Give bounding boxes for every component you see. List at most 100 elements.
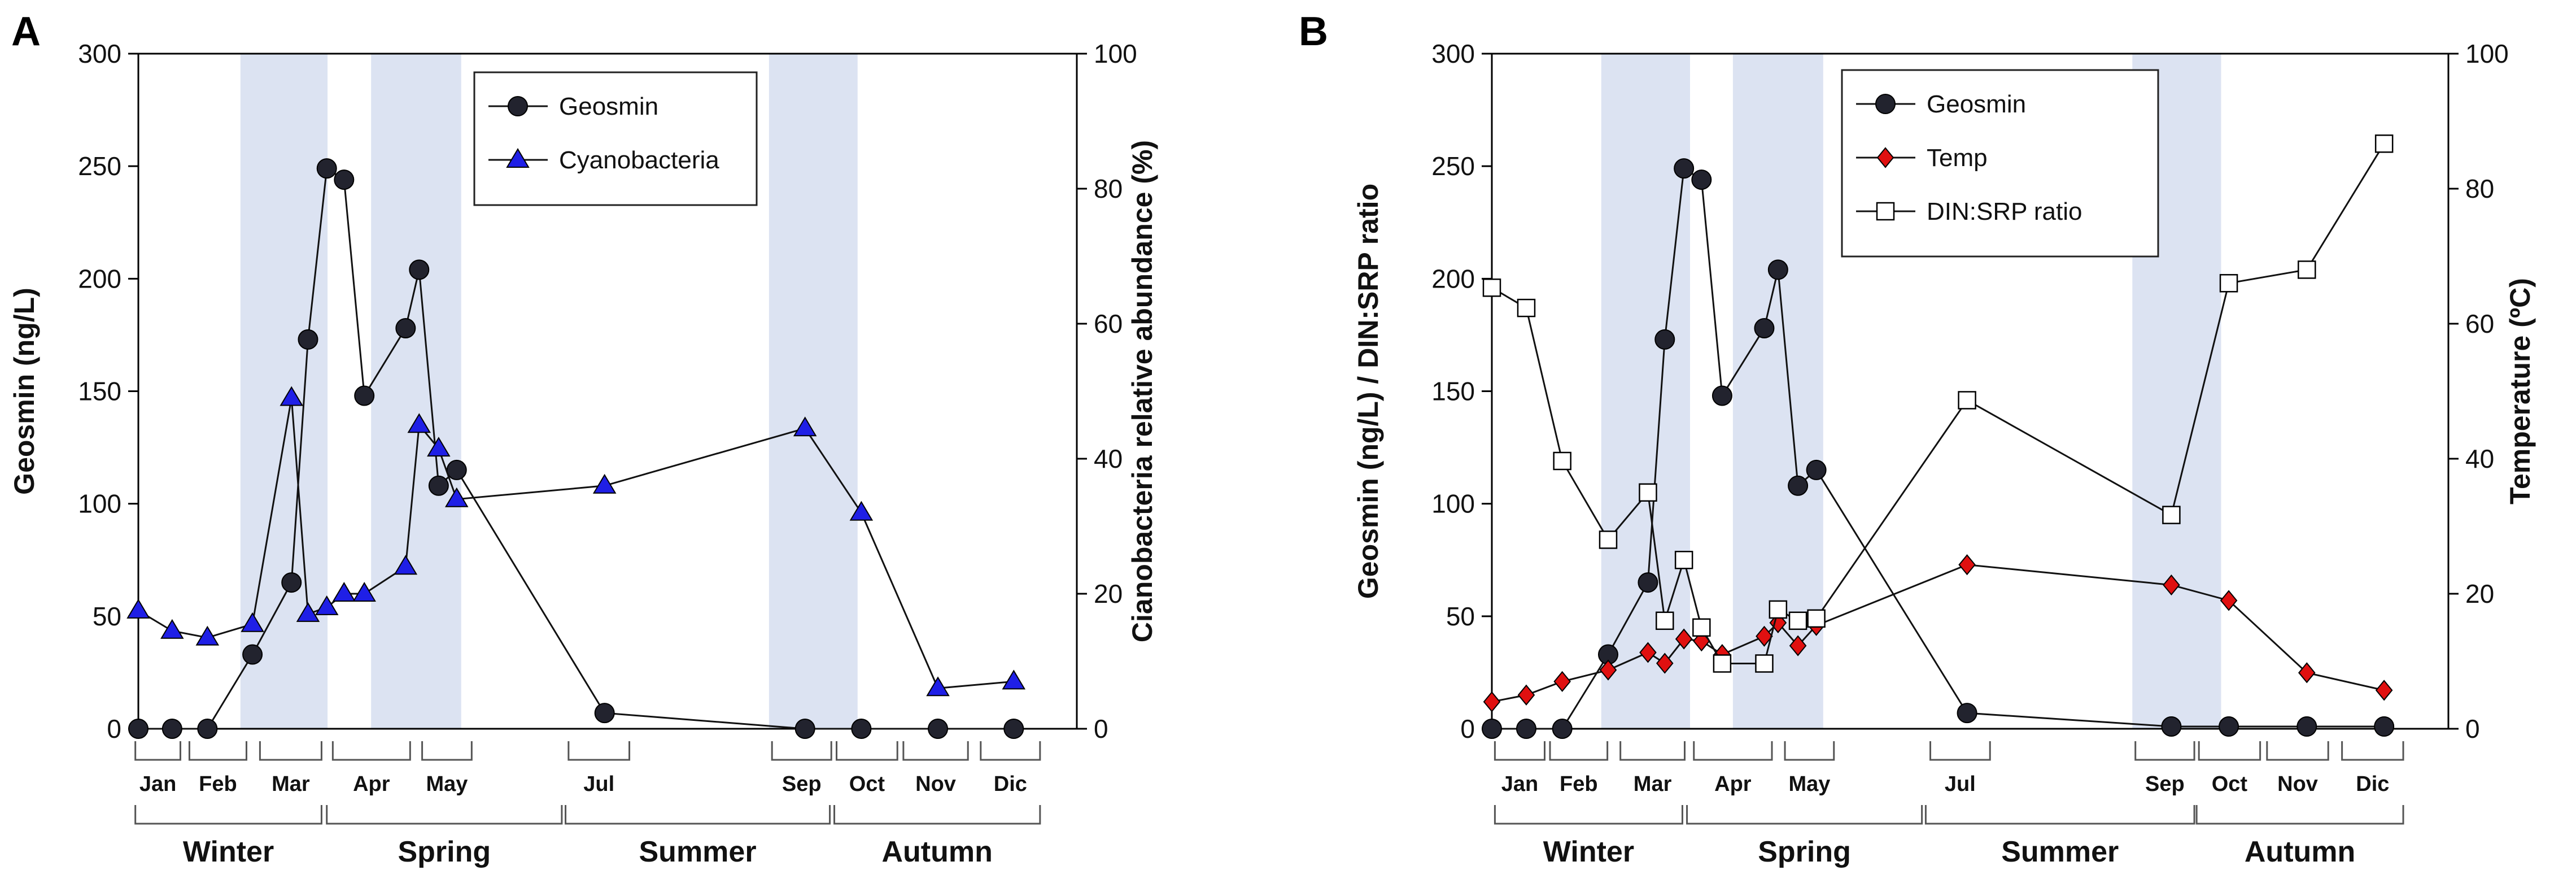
panel-a: A 0 50 100 150 200 250 300 0 20 40 60 80 100 Geosmin (… [8, 9, 1158, 868]
data-point-geosmin [851, 719, 872, 739]
data-point-din-srp-ratio [1482, 279, 1501, 297]
data-point-geosmin [128, 719, 149, 739]
data-point-geosmin [298, 329, 318, 350]
y-right-tick-label: 0 [1094, 714, 1108, 743]
data-point-cyanobacteria [1002, 669, 1026, 690]
data-point-cyanobacteria [126, 598, 150, 619]
data-point-geosmin [1767, 259, 1788, 280]
data-point-cyanobacteria [195, 625, 220, 646]
month-bracket [421, 741, 473, 761]
data-point-din-srp-ratio [2374, 134, 2394, 153]
data-point-din-srp-ratio [1713, 654, 1732, 673]
month-bracket [1494, 741, 1546, 761]
data-point-geosmin [354, 385, 375, 406]
data-point-din-srp-ratio [1807, 609, 1826, 628]
data-point-geosmin [1003, 719, 1024, 739]
legend-label-cyanobacteria: Cyanobacteria [559, 146, 719, 174]
data-point-temp [1789, 635, 1807, 656]
y-tick-label: 250 [78, 151, 121, 181]
data-point-cyanobacteria [332, 582, 356, 602]
data-point-temp [1553, 671, 1571, 692]
y-tick-label: 0 [107, 714, 121, 743]
month-bracket [2266, 741, 2329, 761]
y-right-tick-label: 60 [2465, 309, 2494, 338]
y-tick-label: 150 [1431, 377, 1475, 406]
data-point-temp [1756, 625, 1773, 647]
data-point-cyanobacteria [394, 555, 418, 575]
month-label: Mar [1634, 772, 1672, 796]
data-point-temp [1517, 684, 1535, 706]
month-label: Dic [994, 772, 1027, 796]
month-bracket [2198, 741, 2261, 761]
legend-label-geosmin: Geosmin [1927, 90, 2026, 118]
panel-label: B [1299, 9, 1328, 54]
season-bracket [565, 805, 831, 825]
month-label: Jul [1945, 772, 1976, 796]
data-point-geosmin [197, 719, 218, 739]
data-point-geosmin [409, 259, 430, 280]
month-bracket [188, 741, 247, 761]
month-bracket [836, 741, 898, 761]
data-point-din-srp-ratio [1788, 611, 1807, 630]
data-point-geosmin [1691, 169, 1712, 190]
data-point-temp [1599, 659, 1617, 681]
data-point-geosmin [281, 572, 302, 593]
data-point-temp [2298, 662, 2316, 684]
data-point-cyanobacteria [407, 413, 431, 433]
y-axis-title: Geosmin (ng/L) / DIN:SRP ratio [1352, 184, 1384, 599]
month-bracket [1693, 741, 1773, 761]
data-point-temp [1483, 691, 1501, 712]
data-point-geosmin [2161, 716, 2182, 737]
data-point-din-srp-ratio [2298, 260, 2316, 279]
data-point-geosmin [1482, 719, 1502, 739]
month-label: May [426, 772, 468, 796]
season-bracket [1494, 805, 1683, 825]
y-tick-label: 200 [1431, 264, 1475, 293]
y-right-tick-label: 80 [1094, 174, 1123, 203]
month-label: May [1788, 772, 1830, 796]
month-label: Dic [2356, 772, 2389, 796]
season-label: Autumn [881, 836, 992, 868]
panel-b: B 0 50 100 150 200 250 300 0 20 40 60 80 100 Geosmin (… [1299, 9, 2536, 868]
month-label: Nov [2277, 772, 2318, 796]
month-bracket [1929, 741, 1991, 761]
data-point-cyanobacteria [241, 612, 264, 632]
data-point-geosmin [428, 475, 449, 496]
y-right-tick-label: 40 [1094, 444, 1123, 473]
month-bracket [567, 741, 631, 761]
data-point-geosmin [1654, 329, 1675, 350]
season-label: Autumn [2245, 836, 2355, 868]
shaded-band [1601, 54, 1690, 729]
y-tick-label: 50 [1446, 602, 1475, 631]
season-label: Summer [2001, 836, 2119, 868]
data-point-din-srp-ratio [1599, 530, 1618, 549]
data-point-din-srp-ratio [1755, 654, 1774, 673]
data-point-din-srp-ratio [1692, 618, 1711, 637]
month-label: Oct [849, 772, 885, 796]
season-label: Spring [398, 836, 491, 868]
season-bracket [326, 805, 563, 825]
y-tick-label: 250 [1431, 151, 1475, 181]
data-point-cyanobacteria [296, 602, 320, 622]
data-point-cyanobacteria [315, 595, 339, 615]
legend-marker-geosmin [508, 96, 528, 116]
data-point-din-srp-ratio [1769, 600, 1788, 619]
data-point-temp [1656, 652, 1674, 674]
data-point-geosmin [1711, 385, 1732, 406]
season-bracket [1686, 805, 1923, 825]
data-point-cyanobacteria [352, 582, 376, 602]
season-bracket [134, 805, 322, 825]
data-point-temp [1958, 554, 1976, 576]
data-point-temp [2163, 574, 2180, 596]
data-point-cyanobacteria [926, 676, 950, 697]
data-point-geosmin [242, 644, 263, 665]
series-line-din-srp-ratio [1491, 143, 2385, 664]
month-bracket [1549, 741, 1609, 761]
data-point-din-srp-ratio [1517, 298, 1536, 317]
shaded-band [769, 54, 858, 729]
data-point-temp [2375, 680, 2393, 701]
legend-label-din-srp-ratio: DIN:SRP ratio [1927, 198, 2082, 225]
data-point-geosmin [2374, 716, 2395, 737]
month-bracket [980, 741, 1041, 761]
month-bracket [2341, 741, 2404, 761]
